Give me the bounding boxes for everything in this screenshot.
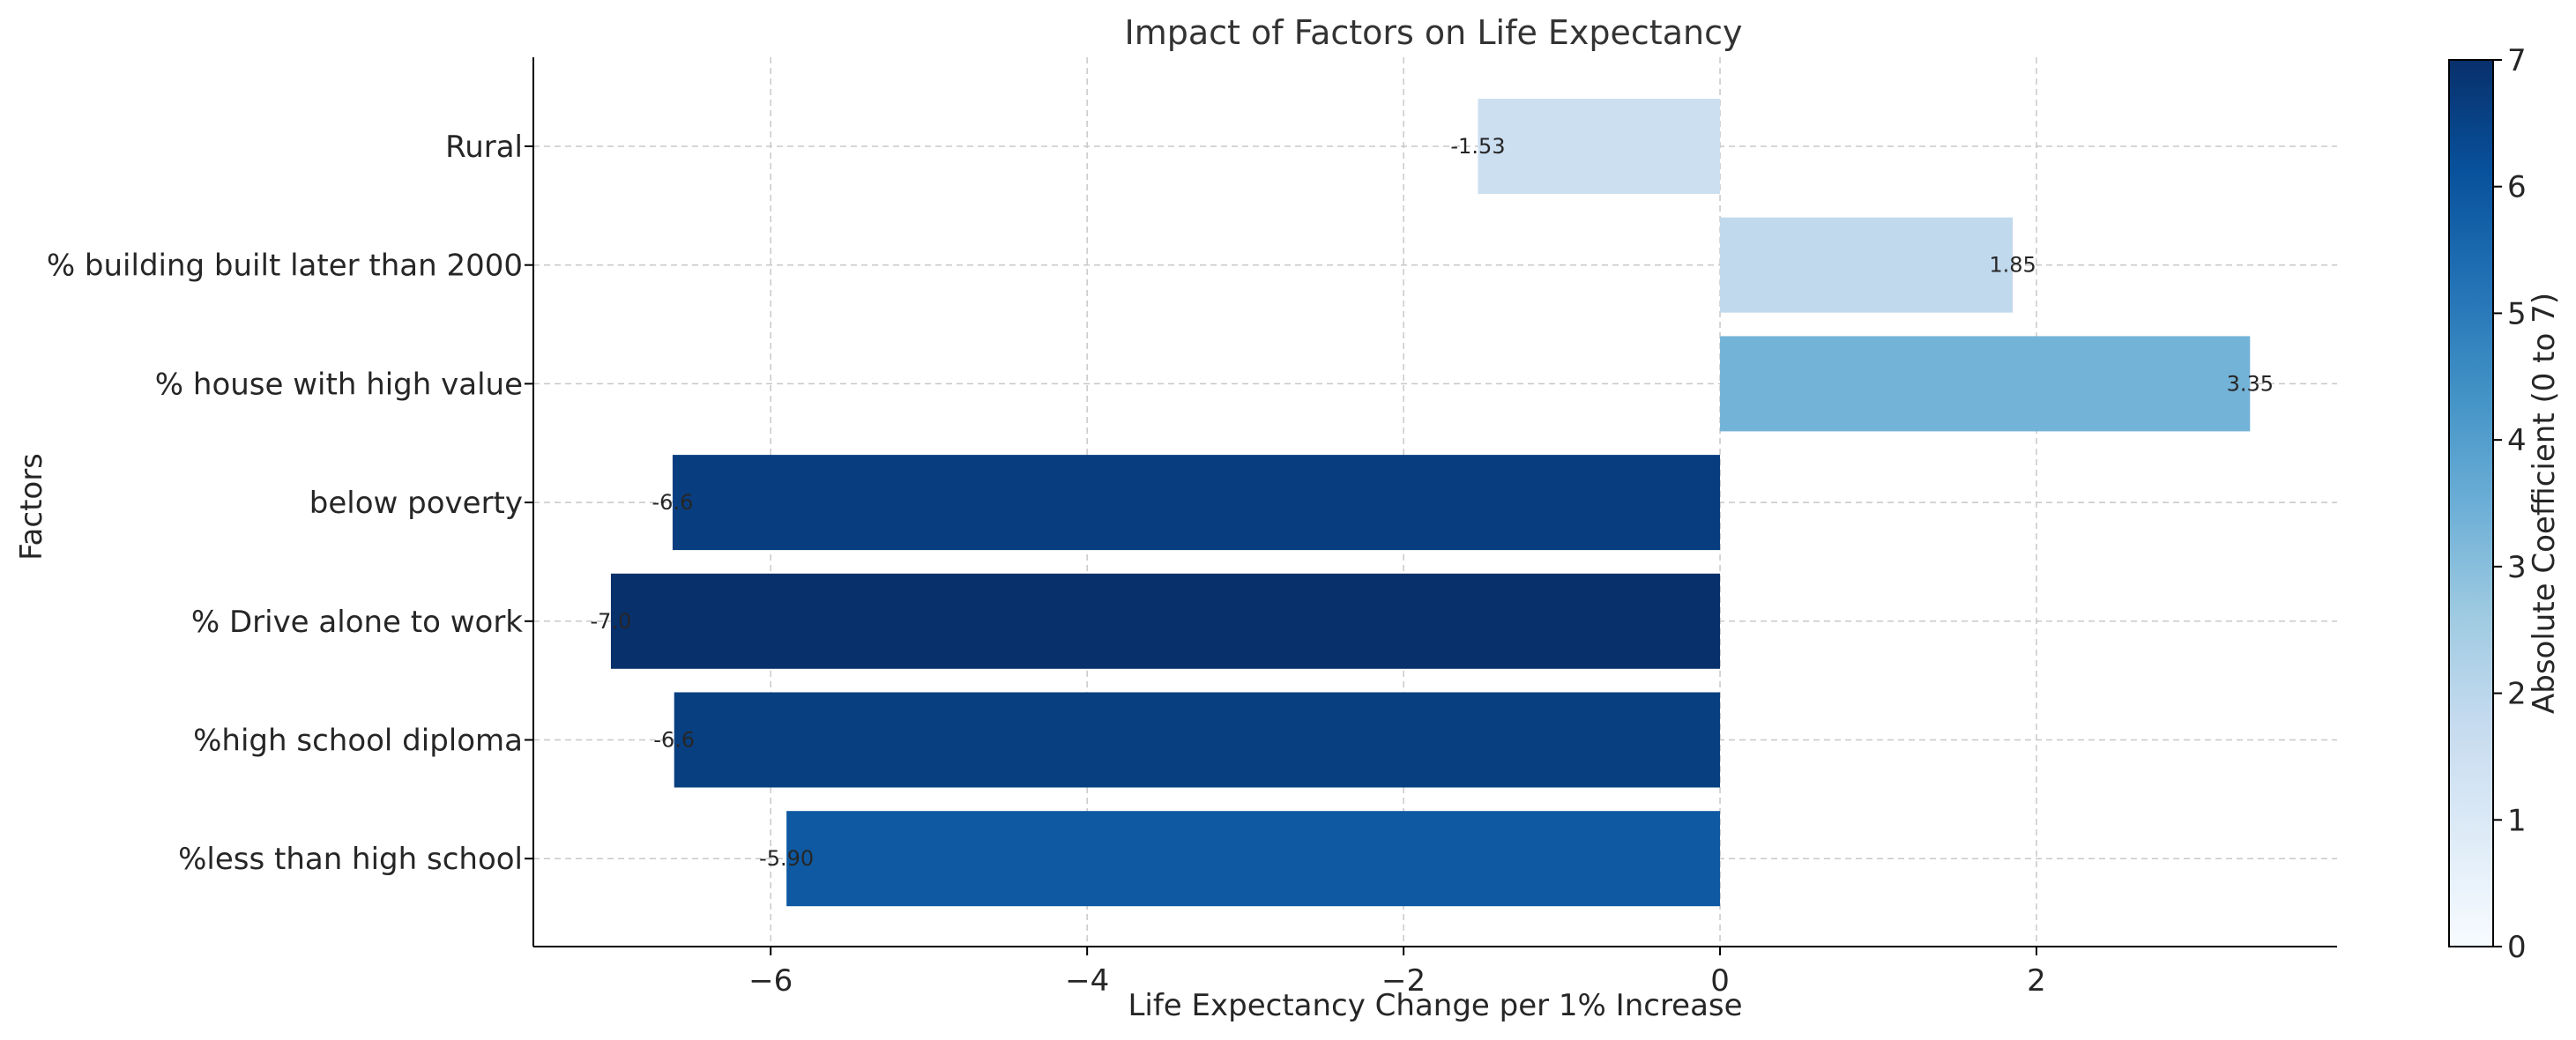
x-tick-label: −2 [1381, 963, 1426, 999]
colorbar-tick-label: 2 [2507, 677, 2527, 712]
colorbar-tick-label: 4 [2507, 423, 2527, 458]
category-label: % building built later than 2000 [47, 249, 523, 284]
bars [610, 99, 2251, 907]
bar [1478, 99, 1721, 194]
colorbar-tick-label: 1 [2507, 803, 2527, 838]
value-label: -5.90 [759, 846, 814, 871]
value-label: -6.6 [652, 490, 694, 515]
colorbar-tick-label: 3 [2507, 550, 2527, 585]
value-labels: -1.53 1.85 3.35 -6.6 -7.0 -6.6 -5.90 [591, 134, 2274, 871]
colorbar [2448, 59, 2494, 947]
x-tick-label: −4 [1065, 963, 1109, 999]
colorbar-label: Absolute Coefficient (0 to 7) [2527, 293, 2562, 714]
y-axis-label: Factors [14, 453, 49, 561]
x-axis-label: Life Expectancy Change per 1% Increase [1128, 988, 1742, 1023]
value-label: -6.6 [653, 728, 695, 753]
bar [1720, 336, 2251, 432]
category-label: %high school diploma [193, 724, 523, 759]
x-tick-label: 2 [2027, 963, 2046, 999]
x-ticks: −6 −4 −2 0 2 [748, 947, 2046, 999]
chart-title: Impact of Factors on Life Expectancy [1125, 13, 1743, 52]
colorbar-tick-label: 0 [2507, 930, 2527, 965]
value-label: -7.0 [591, 609, 632, 634]
colorbar-tick-label: 6 [2507, 170, 2527, 205]
bar [786, 811, 1721, 907]
colorbar-tick-label: 5 [2507, 296, 2527, 331]
category-label: below poverty [309, 486, 523, 521]
category-label: % house with high value [155, 367, 523, 402]
bar [610, 573, 1721, 669]
bar [672, 455, 1721, 551]
x-tick-label: 0 [1710, 963, 1730, 999]
category-labels: Rural % building built later than 2000 % h… [47, 130, 533, 877]
bar [674, 692, 1721, 788]
colorbar-ticks: 0 1 2 3 4 5 6 7 [2493, 43, 2527, 965]
category-label: % Drive alone to work [191, 605, 523, 640]
category-label: %less than high school [178, 842, 523, 877]
value-label: -1.53 [1450, 134, 1505, 159]
category-label: Rural [445, 130, 523, 165]
value-label: 1.85 [1989, 253, 2036, 278]
value-label: 3.35 [2227, 371, 2274, 396]
bar [1720, 217, 2014, 313]
x-tick-label: −6 [748, 963, 793, 999]
colorbar-tick-label: 7 [2507, 43, 2527, 78]
